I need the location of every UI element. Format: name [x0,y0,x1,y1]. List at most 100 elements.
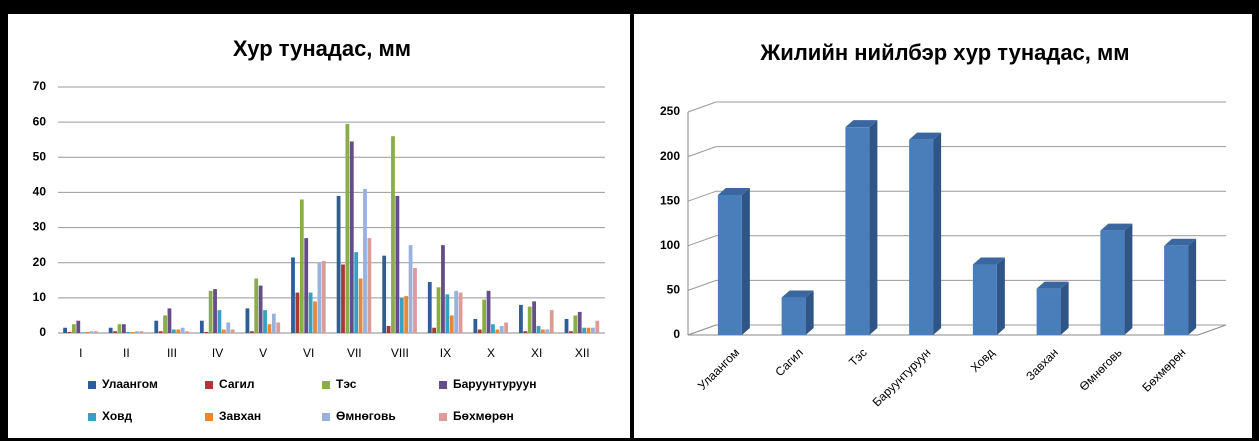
bar [449,315,454,333]
bar [258,285,263,333]
x-tick-label: I [79,346,82,360]
grid-line [687,235,1226,247]
legend-label: Улаангом [102,377,158,391]
bar [486,290,491,333]
x-tick-label: X [487,346,495,360]
legend-swatch [205,413,213,421]
bar-top [1100,223,1133,231]
bar [154,320,159,333]
x-tick-label: V [259,346,267,360]
bar [345,123,350,334]
bar [121,324,126,333]
bar [308,292,313,333]
bar-side [933,132,942,335]
y-tick-label: 150 [660,193,680,207]
bar [213,289,217,333]
bar-side [1124,223,1133,335]
legend-swatch [88,381,96,389]
bar [413,267,417,333]
y-tick-label: 250 [660,104,680,118]
bar [717,194,742,335]
bar [76,320,81,333]
bar [482,299,487,333]
bar [313,301,317,333]
bar [545,329,550,333]
bar-top [1164,238,1197,246]
bar [71,324,76,333]
bar [217,310,222,333]
bar [199,320,204,333]
bar [295,292,300,333]
y-tick-label: 70 [33,79,47,93]
y-tick-label: 0 [39,325,46,339]
bar [495,329,500,333]
bar [358,278,363,333]
bar [171,329,176,333]
bar [317,262,322,333]
bar-top [972,257,1005,265]
grid-line [687,101,1226,113]
bar [167,308,172,333]
y-tick-label: 60 [33,114,47,128]
y-tick-label: 200 [660,149,680,163]
bar [408,245,413,333]
bar [226,322,231,333]
bar [595,320,600,333]
legend-label: Баруунтуруун [453,377,537,391]
bar [972,264,997,335]
legend-label: Завхан [219,409,261,423]
bar [254,278,259,333]
x-tick-label: III [167,346,177,360]
bar [245,308,250,333]
bar-top [717,187,750,195]
bar [569,331,573,333]
bar [263,310,267,333]
bar [458,292,463,333]
bar [85,331,89,333]
bar [267,324,272,333]
legend-swatch [322,381,330,389]
bar-side [741,187,750,335]
bar-top [909,132,942,140]
bar [108,327,113,333]
bar-side [1060,281,1069,335]
bar [441,245,445,333]
bar [336,195,341,333]
x-tick-label: IX [440,346,451,360]
legend-swatch [88,413,96,421]
x-tick-label: XII [575,346,590,360]
bar-side [996,257,1005,335]
bar [117,324,122,333]
bar [208,290,213,333]
bar [519,304,523,333]
legend-swatch [439,413,447,421]
bar [391,136,395,333]
bar [93,331,98,333]
bar [139,331,144,333]
y-tick-label: 50 [667,283,681,297]
bar [395,195,400,333]
bar [158,331,163,333]
bar-top [781,290,814,298]
bar [491,324,495,333]
y-tick-label: 10 [33,290,47,304]
bar [541,329,545,333]
legend-label: Бөхмөрөн [453,409,514,423]
bar [582,327,587,333]
bar [230,329,235,333]
bar [180,327,185,333]
bar [591,327,595,333]
bar [354,252,359,333]
bar [504,322,509,333]
y-tick-label: 40 [33,185,47,199]
legend-swatch [439,381,447,389]
bar [80,332,85,333]
chart-title: Жилийн нийлбэр хур тунадас, мм [759,40,1129,65]
bar [130,331,135,333]
bar [386,325,391,333]
x-tick-label: XI [531,346,542,360]
bar-side [1188,238,1197,335]
legend-swatch [205,381,213,389]
bar-side [805,290,814,335]
bar-top [1036,281,1069,289]
